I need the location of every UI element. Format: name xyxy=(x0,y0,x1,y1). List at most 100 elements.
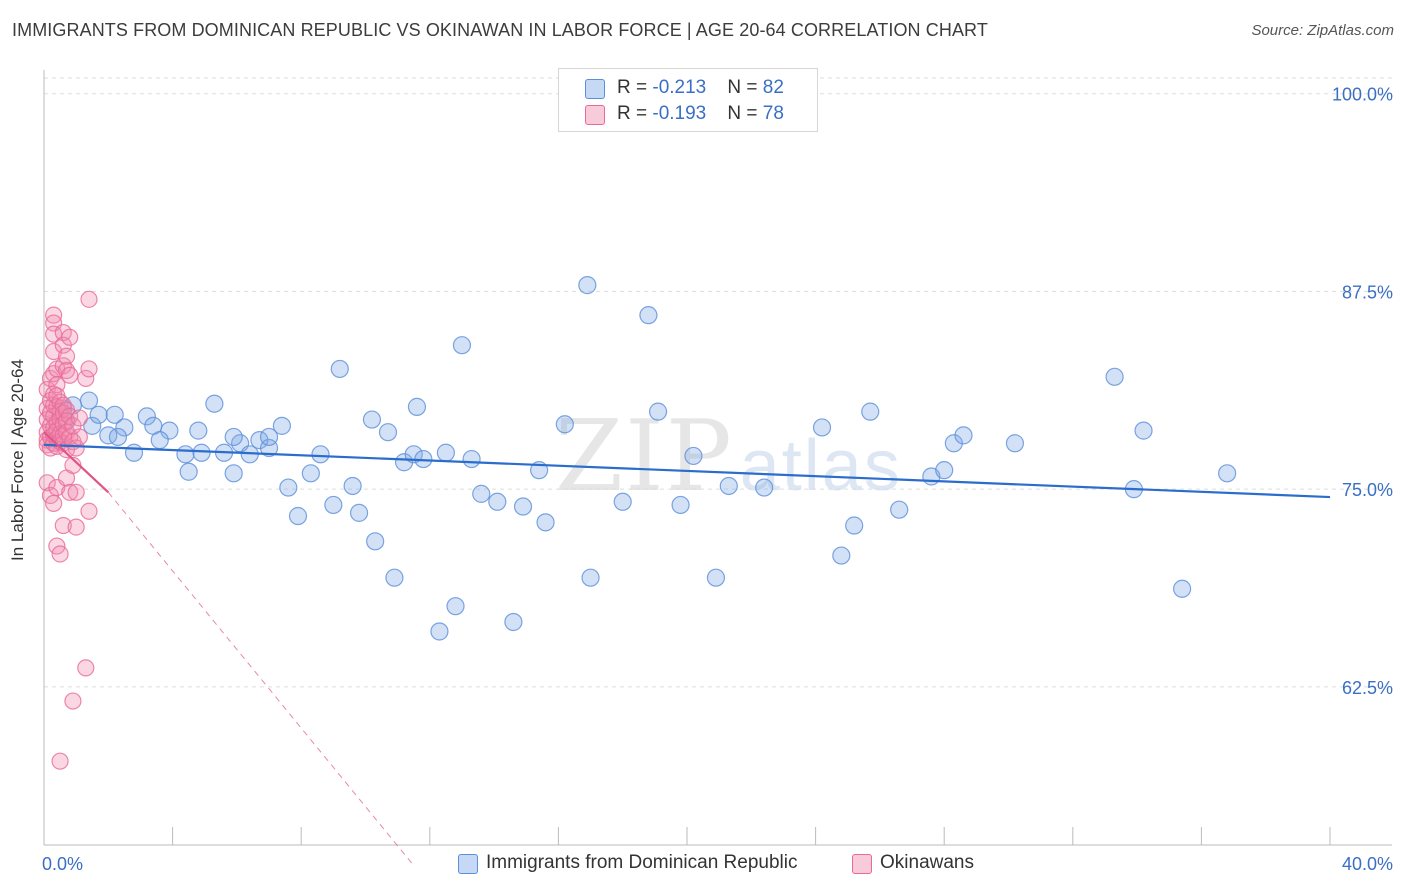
data-point-dominican xyxy=(189,421,208,440)
data-point-dominican xyxy=(144,416,163,435)
data-point-dominican xyxy=(349,503,369,522)
source-credit: Source: ZipAtlas.com xyxy=(1251,22,1394,39)
data-point-dominican xyxy=(385,568,404,587)
data-point-dominican xyxy=(812,418,832,437)
bottom-legend-label-pink: Okinawans xyxy=(880,852,974,873)
data-point-dominican xyxy=(192,443,211,462)
data-point-dominican xyxy=(555,415,574,434)
data-point-dominican xyxy=(472,484,491,503)
data-point-dominican xyxy=(684,446,703,466)
data-point-okinawan xyxy=(80,360,98,378)
data-point-dominican xyxy=(179,462,198,481)
chart-title: IMMIGRANTS FROM DOMINICAN REPUBLIC VS OK… xyxy=(12,20,988,40)
data-point-okinawan xyxy=(61,328,79,346)
data-point-dominican xyxy=(581,568,600,587)
data-point-dominican xyxy=(224,427,243,447)
data-point-okinawan xyxy=(51,545,69,563)
data-point-dominican xyxy=(613,492,632,511)
trend-line-okinawan xyxy=(43,431,110,494)
legend-swatch-blue xyxy=(585,79,605,99)
watermark: ZIPatlas xyxy=(555,400,902,514)
data-point-dominican xyxy=(224,464,243,483)
data-point-dominican xyxy=(1134,421,1153,440)
legend-r-label: R = xyxy=(617,77,653,98)
data-point-dominican xyxy=(954,426,973,445)
data-point-dominican xyxy=(832,546,851,565)
data-point-dominican xyxy=(719,476,738,496)
data-point-dominican xyxy=(648,402,668,421)
data-point-dominican xyxy=(301,464,320,483)
data-point-dominican xyxy=(83,416,102,435)
data-point-dominican xyxy=(1005,434,1025,453)
data-point-dominican xyxy=(671,495,690,515)
data-point-dominican xyxy=(845,516,864,535)
stats-legend: R = -0.213 N = 82 R = -0.193 N = 78 xyxy=(558,68,818,132)
y-tick-label: 87.5% xyxy=(1342,282,1393,302)
y-tick-label: 75.0% xyxy=(1342,480,1393,500)
data-point-okinawan xyxy=(64,692,82,710)
data-point-dominican xyxy=(279,478,298,497)
legend-r-value: -0.193 xyxy=(652,103,707,124)
legend-n-label: N = xyxy=(727,103,763,124)
data-point-okinawan xyxy=(67,483,85,501)
data-point-dominican xyxy=(407,397,427,416)
legend-n-value: 82 xyxy=(762,77,784,98)
data-point-dominican xyxy=(259,427,279,447)
data-point-dominican xyxy=(462,449,481,469)
data-point-dominican xyxy=(430,622,449,641)
data-point-dominican xyxy=(343,476,362,496)
data-point-okinawan xyxy=(67,518,85,536)
data-point-okinawan xyxy=(77,369,95,388)
data-point-dominican xyxy=(89,405,108,424)
data-point-dominican xyxy=(108,427,128,447)
data-point-okinawan xyxy=(45,342,63,361)
data-point-dominican xyxy=(105,405,124,424)
data-point-dominican xyxy=(488,492,507,511)
legend-swatch-pink xyxy=(585,105,605,125)
data-point-dominican xyxy=(536,513,555,532)
legend-r-value: -0.213 xyxy=(652,77,707,98)
data-point-dominican xyxy=(1218,464,1237,483)
data-point-dominican xyxy=(176,445,195,464)
data-point-dominican xyxy=(324,495,343,515)
data-point-dominican xyxy=(288,506,308,526)
data-point-dominican xyxy=(639,306,658,325)
trend-line-okinawan-extension xyxy=(107,491,415,866)
data-point-dominican xyxy=(861,402,880,421)
data-point-okinawan xyxy=(57,347,76,365)
legend-n-value: 78 xyxy=(762,103,784,124)
y-tick-label: 100.0% xyxy=(1332,85,1393,105)
data-point-dominican xyxy=(1105,367,1124,386)
data-point-dominican xyxy=(79,391,99,410)
y-tick-label: 62.5% xyxy=(1342,678,1393,698)
x-tick-label: 0.0% xyxy=(42,854,83,874)
data-point-dominican xyxy=(706,568,726,587)
x-tick-label: 40.0% xyxy=(1342,854,1393,874)
legend-text-blue: R = -0.213 N = 82 xyxy=(617,77,784,99)
data-point-okinawan xyxy=(54,357,72,375)
data-point-okinawan xyxy=(77,659,95,677)
data-point-dominican xyxy=(124,443,144,462)
data-point-dominican xyxy=(578,276,597,295)
data-point-dominican xyxy=(311,445,330,464)
data-point-okinawan xyxy=(80,290,98,308)
data-point-okinawan xyxy=(80,502,98,520)
data-point-dominican xyxy=(504,612,523,632)
data-point-okinawan xyxy=(67,439,85,457)
data-point-dominican xyxy=(452,336,472,355)
data-point-okinawan xyxy=(38,474,56,492)
data-point-dominican xyxy=(366,532,385,551)
legend-text-pink: R = -0.193 N = 78 xyxy=(617,103,784,125)
data-point-okinawan xyxy=(70,409,88,427)
data-point-dominican xyxy=(890,500,909,519)
legend-n-label: N = xyxy=(727,77,763,98)
data-point-dominican xyxy=(935,461,954,480)
data-point-okinawan xyxy=(70,428,88,446)
data-point-dominican xyxy=(513,497,533,516)
data-point-dominican xyxy=(330,359,349,379)
data-point-dominican xyxy=(1173,579,1192,598)
data-point-okinawan xyxy=(45,494,63,512)
data-point-dominican xyxy=(446,597,465,616)
data-point-dominican xyxy=(272,416,292,435)
